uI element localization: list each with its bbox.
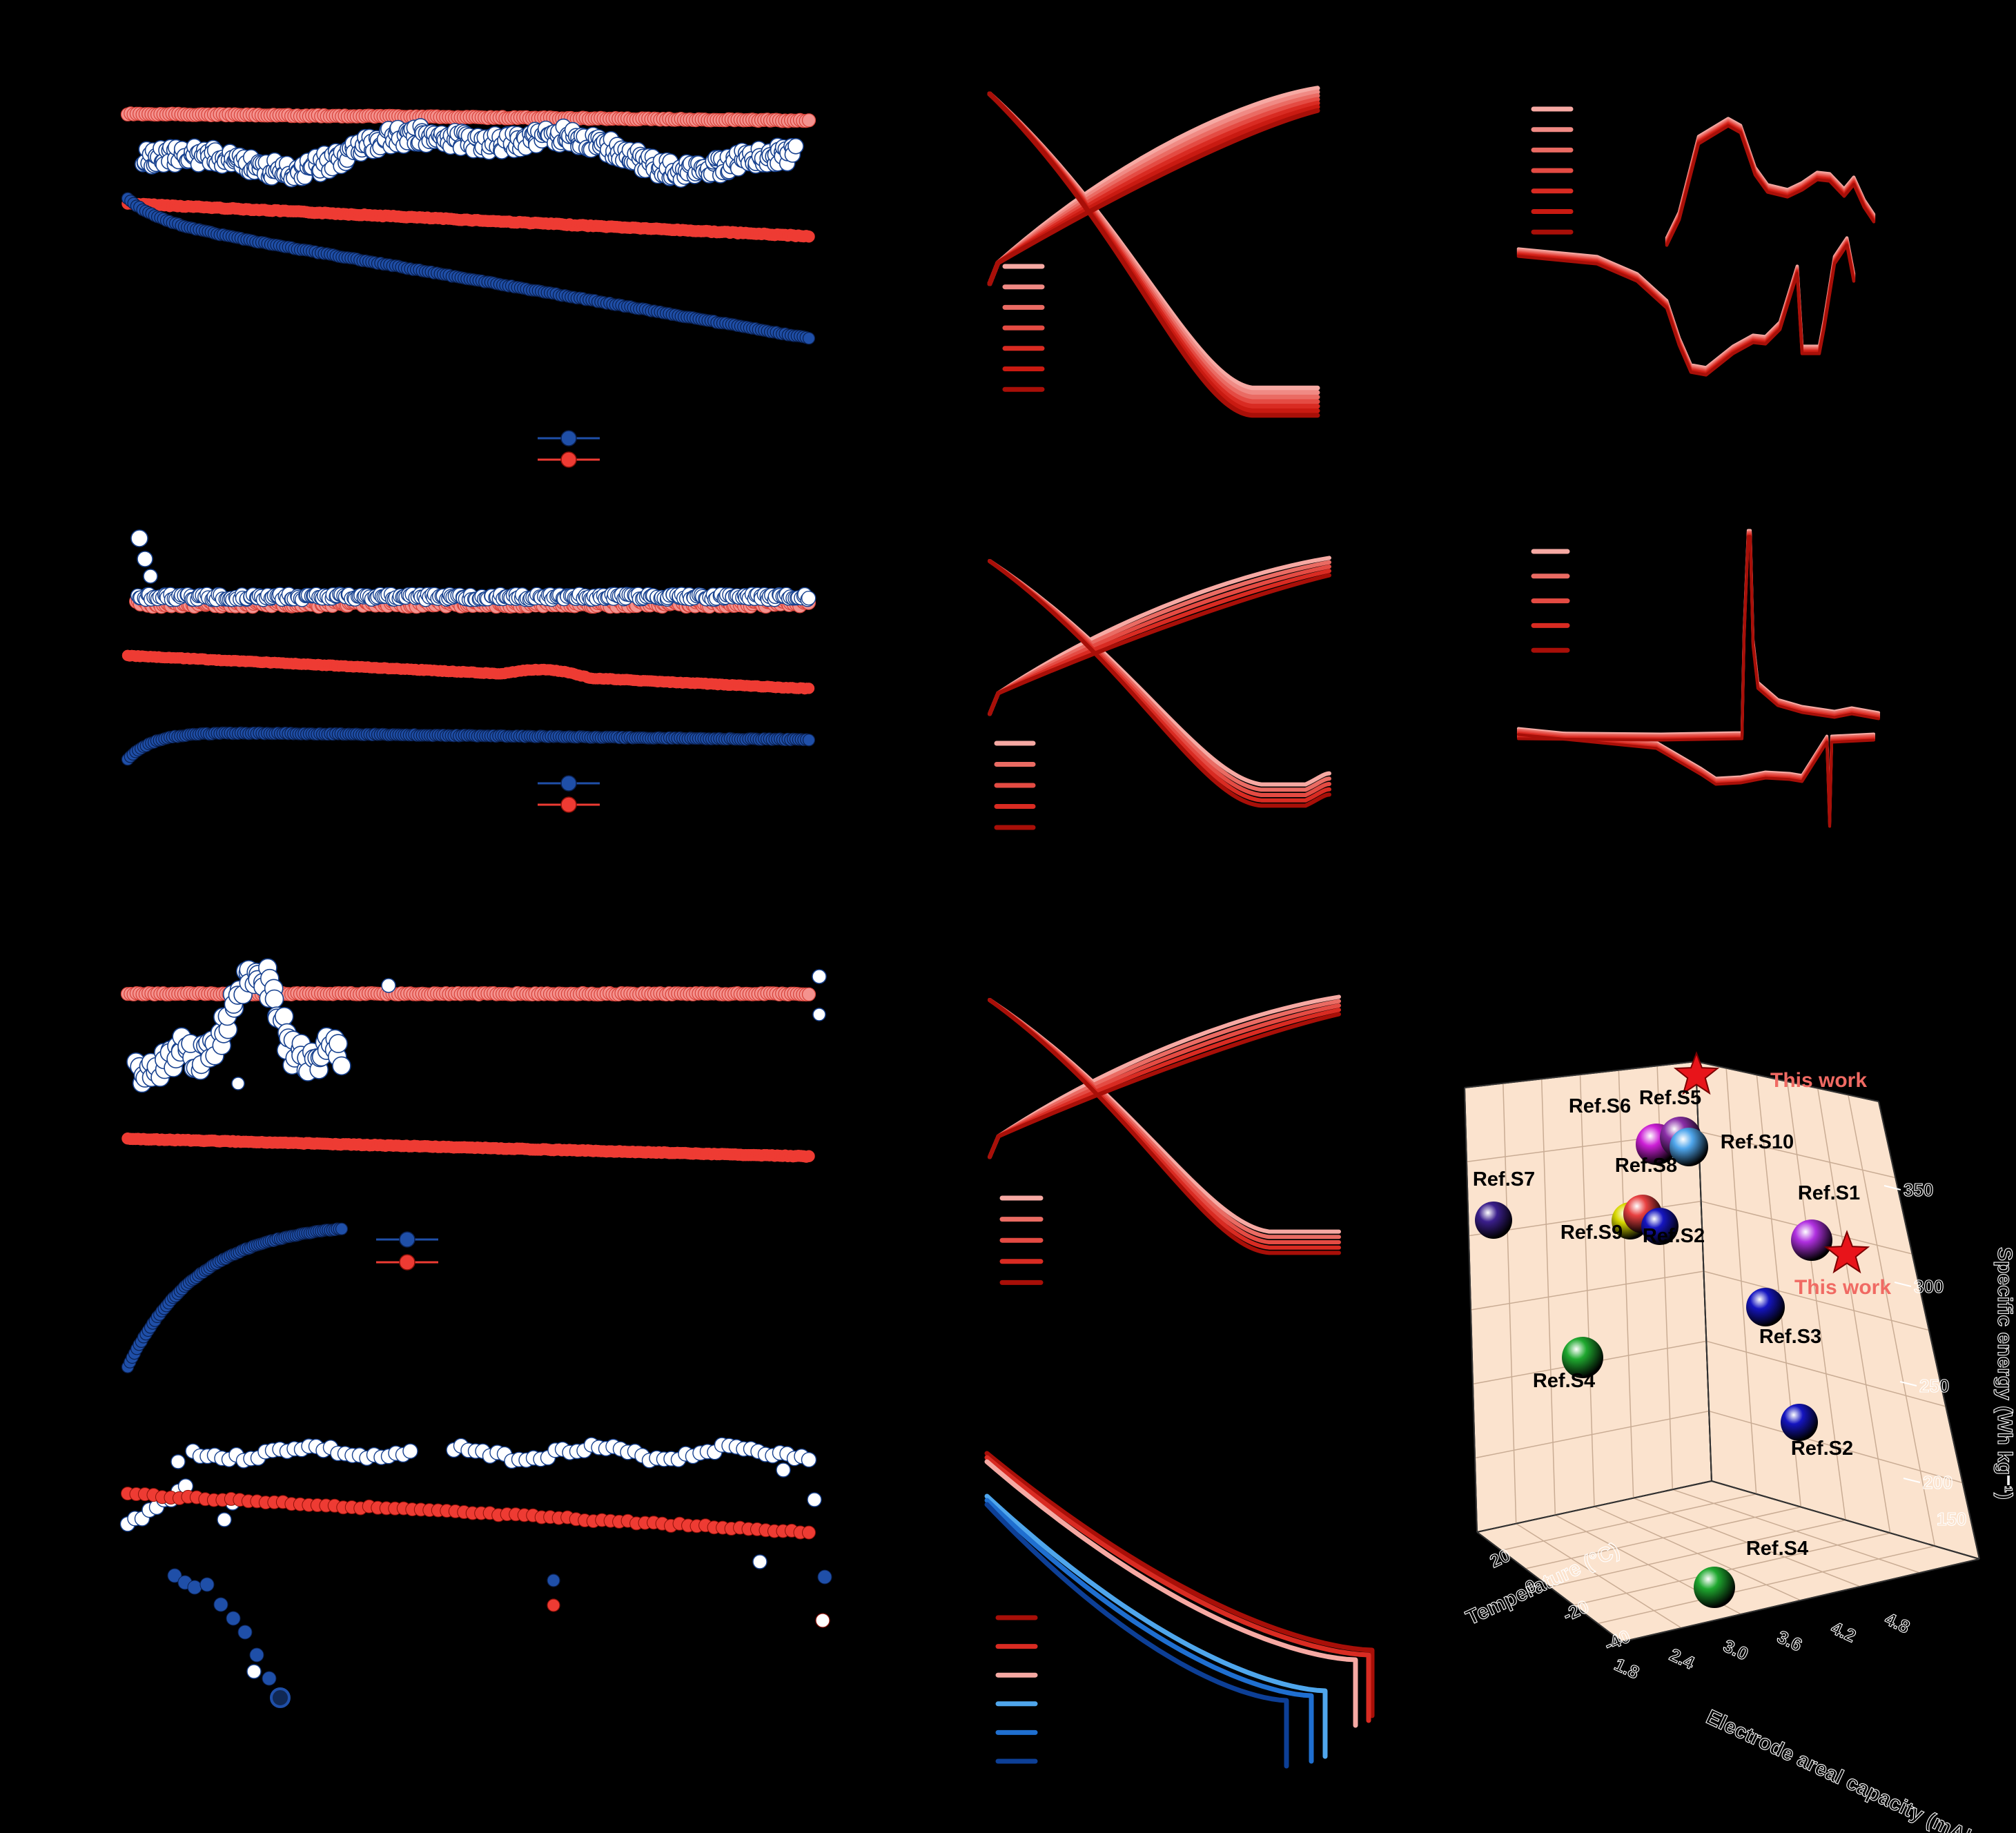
svg-text:150: 150: [1937, 1509, 1966, 1529]
svg-text:Ref.S6: Ref.S6: [1569, 1095, 1631, 1117]
svg-text:Ref.S9: Ref.S9: [1560, 1222, 1623, 1244]
svg-text:Ref.S8: Ref.S8: [1615, 1155, 1677, 1177]
svg-text:350: 350: [1904, 1179, 1933, 1200]
svg-text:Ref.S1: Ref.S1: [1798, 1182, 1860, 1204]
svg-text:Ref.S4: Ref.S4: [1533, 1370, 1595, 1392]
svg-text:Ref.S3: Ref.S3: [1759, 1326, 1821, 1348]
svg-text:Ref.S10: Ref.S10: [1721, 1131, 1794, 1153]
svg-text:Ref.S2: Ref.S2: [1643, 1225, 1705, 1247]
svg-text:Specific energy (Wh kg⁻¹): Specific energy (Wh kg⁻¹): [1993, 1247, 2016, 1500]
svg-text:Ref.S5: Ref.S5: [1639, 1087, 1701, 1109]
svg-text:300: 300: [1914, 1276, 1944, 1297]
svg-text:Ref.S7: Ref.S7: [1473, 1168, 1535, 1190]
svg-text:200: 200: [1923, 1472, 1953, 1493]
svg-text:This work: This work: [1770, 1069, 1867, 1092]
svg-text:This work: This work: [1794, 1276, 1891, 1299]
svg-text:Ref.S4: Ref.S4: [1746, 1538, 1808, 1560]
svg-text:Ref.S2: Ref.S2: [1791, 1438, 1853, 1460]
svg-text:250: 250: [1919, 1375, 1949, 1396]
